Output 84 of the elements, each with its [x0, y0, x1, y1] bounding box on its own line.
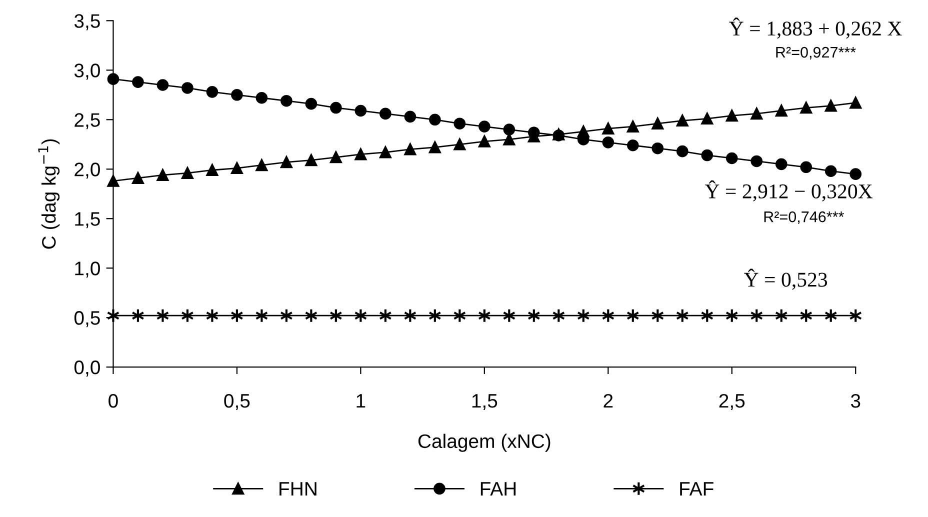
point: [256, 92, 268, 104]
point: [824, 100, 837, 112]
y-tick-label: 0,0: [74, 360, 100, 377]
x-tick-label: 1,5: [472, 394, 498, 410]
y-tick-label: 3,0: [74, 64, 100, 80]
point: [478, 120, 490, 132]
point: [256, 159, 268, 172]
y-axis-title: C (dag kg$^{−1}$): [38, 139, 60, 249]
point: [503, 134, 516, 146]
y-tick-label: 0,5: [74, 311, 100, 328]
point: [231, 89, 243, 101]
point: [602, 122, 614, 134]
point: [602, 136, 614, 148]
point: [701, 112, 714, 125]
point: [577, 126, 590, 138]
point: [726, 152, 738, 164]
point: [380, 108, 392, 120]
point: [850, 168, 862, 180]
point: [206, 86, 218, 98]
legend-label: FHN: [280, 482, 316, 496]
point: [626, 139, 639, 152]
point: [454, 138, 466, 150]
y-tick-label: 2,5: [74, 113, 100, 130]
y-tick-label: 1,0: [75, 262, 100, 278]
x-tick-label: 0: [108, 394, 118, 408]
point: [380, 146, 392, 158]
point: [354, 104, 367, 117]
point: [824, 165, 837, 178]
point: [330, 102, 342, 114]
point: [404, 110, 416, 123]
point: [503, 124, 516, 136]
x-tick-label: 2: [604, 394, 613, 408]
annotation: Ŷ = 2,912 − 0,320X: [704, 180, 873, 202]
point: [478, 136, 490, 148]
point: [800, 102, 812, 114]
point: [231, 162, 243, 174]
point: [305, 154, 318, 166]
point: [454, 118, 466, 130]
point: [107, 175, 120, 187]
annotation: Ŷ = 0,523: [744, 268, 828, 290]
legend-label: FAH: [480, 482, 516, 496]
point: [106, 308, 120, 323]
point: [652, 142, 664, 154]
annotation: Ŷ = 1,883 + 0,262 X: [729, 18, 902, 39]
point: [156, 79, 169, 91]
point: [280, 156, 292, 168]
point: [652, 118, 664, 130]
y-tick-label: 3,5: [74, 14, 100, 30]
point: [156, 169, 169, 181]
x-tick-label: 1: [356, 394, 366, 408]
point: [182, 167, 194, 179]
point: [182, 82, 194, 94]
point: [280, 94, 292, 107]
x-tick-label: 2,5: [719, 394, 745, 410]
point: [107, 73, 120, 85]
point: [775, 104, 788, 117]
point: [701, 149, 714, 162]
y-tick-label: 1,5: [75, 212, 100, 228]
point: [156, 308, 170, 323]
point: [750, 108, 763, 120]
annotation: R²=0,746***: [764, 211, 844, 224]
x-tick-label: 3: [850, 394, 860, 408]
point: [330, 151, 342, 164]
point: [132, 76, 144, 88]
annotation: R²=0,927***: [776, 46, 856, 60]
point: [626, 120, 639, 132]
point: [726, 110, 738, 122]
point: [850, 96, 862, 109]
point: [429, 114, 441, 126]
y-tick-label: 2,0: [74, 162, 100, 179]
point: [676, 145, 688, 158]
x-axis-title: Calagem (xNC): [418, 434, 550, 452]
point: [404, 143, 416, 156]
point: [132, 172, 144, 184]
point: [800, 161, 812, 174]
point: [305, 98, 318, 110]
point: [429, 141, 441, 154]
point: [354, 148, 367, 160]
point: [676, 114, 688, 127]
point: [750, 155, 763, 168]
point: [775, 158, 788, 170]
point: [206, 164, 218, 176]
x-tick-label: 0,5: [224, 394, 250, 410]
legend-label: FAF: [680, 482, 714, 496]
